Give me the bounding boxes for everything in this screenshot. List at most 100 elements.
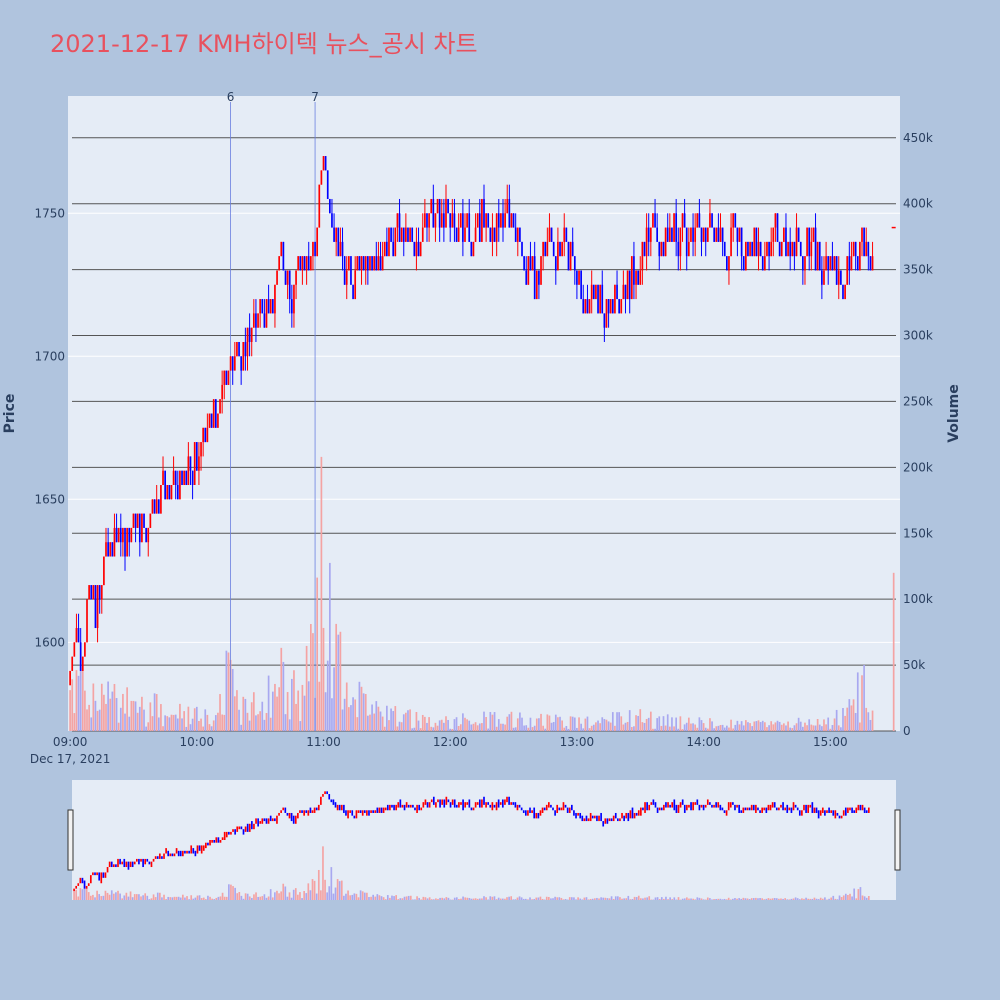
candle-body xyxy=(212,399,215,428)
slider-candle xyxy=(290,812,293,822)
volume-bar xyxy=(745,720,747,731)
slider-volume-bar xyxy=(374,896,377,900)
slider-candle xyxy=(397,802,400,808)
news-marker-label: 7 xyxy=(311,90,319,104)
volume-bar xyxy=(278,687,281,731)
volume-bar xyxy=(223,714,226,731)
volume-bar xyxy=(521,717,523,731)
slider-candle xyxy=(826,810,828,813)
slider-volume-bar xyxy=(372,894,374,900)
volume-bar xyxy=(565,726,568,731)
volume-bar xyxy=(791,728,794,731)
candle-body xyxy=(329,198,331,214)
slider-volume-bar xyxy=(644,897,646,900)
slider-volume-bar xyxy=(780,898,782,900)
slider-candle xyxy=(142,858,144,868)
candle-body xyxy=(804,256,806,271)
slider-candle xyxy=(700,804,703,808)
slider-volume-bar xyxy=(251,897,253,900)
slider-volume-bar xyxy=(236,893,239,900)
slider-volume-bar xyxy=(215,897,218,900)
slider-volume-bar xyxy=(384,899,387,900)
slider-candle xyxy=(759,810,761,813)
slider-candle xyxy=(824,810,826,816)
volume-bar xyxy=(512,727,515,731)
volume-bar xyxy=(138,706,141,731)
slider-candle xyxy=(340,804,343,811)
range-slider-left-handle[interactable] xyxy=(67,809,74,871)
slider-candle xyxy=(282,807,285,811)
volume-bar xyxy=(413,727,416,731)
volume-bar-close xyxy=(892,572,895,731)
volume-bar xyxy=(478,723,481,731)
slider-volume-bar xyxy=(792,898,795,900)
candle-body xyxy=(597,284,599,314)
candle-body xyxy=(73,642,76,657)
candle-body xyxy=(394,227,397,257)
range-slider-right-handle[interactable] xyxy=(894,809,901,871)
slider-candle xyxy=(179,850,182,857)
slider-candle xyxy=(587,818,590,822)
slider-candle xyxy=(468,799,471,808)
slider-candle xyxy=(311,810,314,813)
slider-candle xyxy=(242,829,245,835)
volume-bar xyxy=(358,681,361,731)
candle-body xyxy=(424,213,426,228)
candle-body xyxy=(869,256,872,271)
slider-volume-bar xyxy=(782,898,784,900)
slider-volume-bar xyxy=(169,897,172,900)
slider-candle xyxy=(650,802,653,805)
candle-body xyxy=(863,227,865,257)
slider-volume-bar xyxy=(564,899,567,900)
slider-volume-bar xyxy=(476,898,479,900)
volume-bar xyxy=(590,725,593,731)
volume-bar xyxy=(443,722,445,731)
slider-volume-bar xyxy=(368,897,370,900)
slider-candle xyxy=(305,810,308,813)
candle-body xyxy=(305,256,308,271)
slider-candle xyxy=(501,799,504,808)
slider-candle xyxy=(81,877,84,884)
candle-body xyxy=(605,299,608,328)
slider-volume-bar xyxy=(727,897,730,900)
candle-body xyxy=(578,270,580,285)
slider-candle xyxy=(780,804,782,808)
candle-body xyxy=(850,256,853,271)
candle-body xyxy=(573,256,576,271)
candle-body xyxy=(176,485,179,500)
candle-body xyxy=(867,241,870,257)
slider-candle xyxy=(372,810,374,813)
candle-body xyxy=(166,485,169,500)
slider-candle xyxy=(223,831,226,840)
slider-volume-bar xyxy=(439,897,441,900)
volume-bar xyxy=(419,728,422,731)
candle-body xyxy=(519,227,521,242)
volume-bar xyxy=(649,711,652,731)
candle-body xyxy=(837,270,840,285)
slider-volume-bar xyxy=(437,898,439,900)
volume-bar xyxy=(111,691,114,731)
candle-body xyxy=(618,299,620,314)
candle-body xyxy=(367,256,369,271)
candle-body xyxy=(531,256,534,271)
candle-body xyxy=(252,313,255,328)
volume-bar xyxy=(246,712,249,731)
candle-body xyxy=(149,513,152,528)
slider-volume-bar xyxy=(861,895,864,900)
slider-candle xyxy=(506,796,508,803)
slider-candle xyxy=(619,818,621,822)
slider-candle xyxy=(656,807,659,813)
range-slider[interactable] xyxy=(67,780,901,900)
slider-volume-bar xyxy=(784,898,786,900)
volume-bar xyxy=(335,623,338,731)
slider-volume-bar xyxy=(510,896,513,900)
volume-bar xyxy=(126,687,128,731)
volume-bar xyxy=(107,681,109,731)
candle-body xyxy=(489,227,492,242)
volume-bar xyxy=(440,719,443,731)
candle-body xyxy=(713,227,716,242)
slider-volume-bar xyxy=(738,898,740,900)
candle-body xyxy=(580,270,582,300)
slider-volume-bar xyxy=(656,897,659,900)
candle-body xyxy=(115,527,118,543)
